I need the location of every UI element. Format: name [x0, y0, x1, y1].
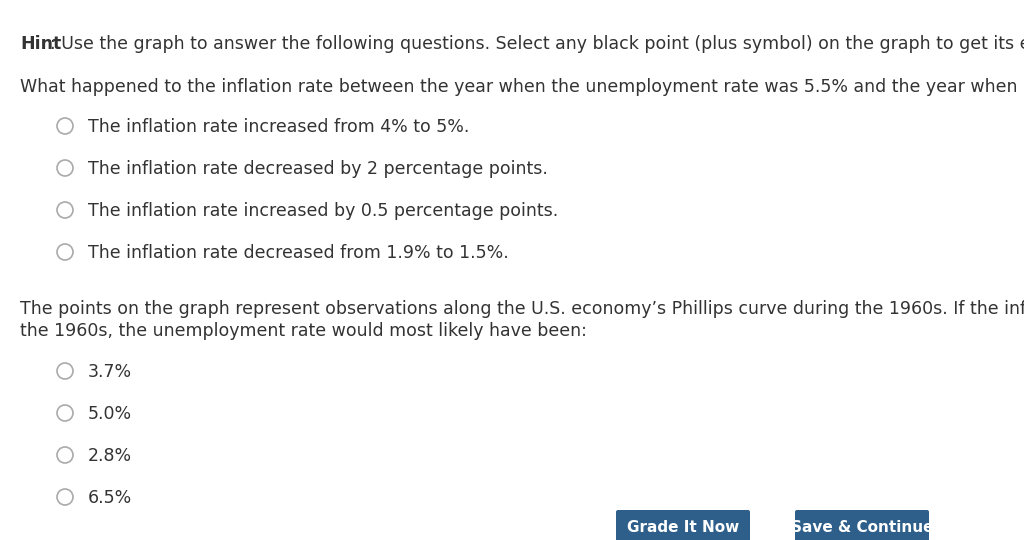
Text: 2.8%: 2.8% — [88, 447, 132, 465]
Text: Hint: Hint — [20, 35, 61, 53]
FancyBboxPatch shape — [795, 510, 929, 540]
Text: 3.7%: 3.7% — [88, 363, 132, 381]
Text: Save & Continue: Save & Continue — [791, 519, 933, 535]
Text: 6.5%: 6.5% — [88, 489, 132, 507]
Text: The inflation rate decreased from 1.9% to 1.5%.: The inflation rate decreased from 1.9% t… — [88, 244, 509, 262]
Text: The inflation rate increased from 4% to 5%.: The inflation rate increased from 4% to … — [88, 118, 469, 136]
Text: the 1960s, the unemployment rate would most likely have been:: the 1960s, the unemployment rate would m… — [20, 322, 587, 340]
FancyBboxPatch shape — [616, 510, 750, 540]
Text: Grade It Now: Grade It Now — [627, 519, 739, 535]
Text: The inflation rate increased by 0.5 percentage points.: The inflation rate increased by 0.5 perc… — [88, 202, 558, 220]
Text: 5.0%: 5.0% — [88, 405, 132, 423]
Text: : Use the graph to answer the following questions. Select any black point (plus : : Use the graph to answer the following … — [50, 35, 1024, 53]
Text: The inflation rate decreased by 2 percentage points.: The inflation rate decreased by 2 percen… — [88, 160, 548, 178]
Text: The points on the graph represent observations along the U.S. economy’s Phillips: The points on the graph represent observ… — [20, 300, 1024, 318]
Text: What happened to the inflation rate between the year when the unemployment rate : What happened to the inflation rate betw… — [20, 78, 1024, 96]
